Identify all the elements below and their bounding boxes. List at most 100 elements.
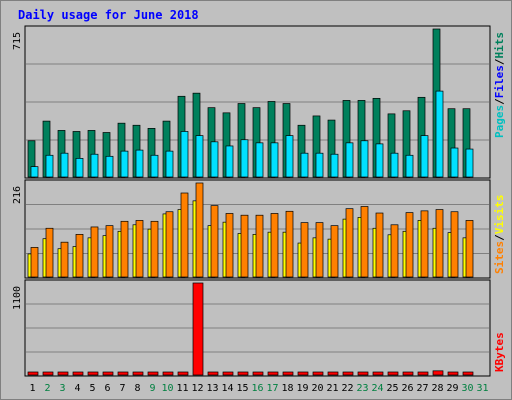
visits-bar [195, 182, 204, 278]
files-bar [225, 145, 234, 178]
files-bar [60, 152, 69, 178]
legend-visits: Visits [493, 195, 506, 235]
kbytes-bar [387, 371, 399, 376]
day-label: 23 [356, 383, 368, 394]
day-label: 7 [119, 383, 125, 394]
hits-ymax-label: 715 [12, 32, 23, 50]
day-label: 19 [296, 383, 308, 394]
files-bar [30, 166, 39, 178]
files-bar [135, 149, 144, 178]
kbytes-bar [357, 371, 369, 376]
files-bar [285, 135, 294, 178]
kbytes-bar [57, 371, 69, 376]
files-bar [105, 155, 114, 178]
visits-bar [75, 234, 84, 278]
kbytes-bar [372, 371, 384, 376]
day-label: 5 [89, 383, 95, 394]
kbytes-bar [327, 371, 339, 376]
day-label: 9 [149, 383, 155, 394]
kbytes-bar [342, 371, 354, 376]
day-label: 16 [251, 383, 263, 394]
day-label: 6 [104, 383, 110, 394]
legend-separator: / [493, 234, 506, 241]
visits-bar [90, 226, 99, 278]
day-label: 24 [371, 383, 383, 394]
files-bar [360, 140, 369, 178]
day-label: 8 [134, 383, 140, 394]
day-label: 31 [476, 383, 488, 394]
day-label: 11 [176, 383, 188, 394]
day-label: 27 [416, 383, 428, 394]
visits-bar [300, 222, 309, 278]
files-bar [150, 154, 159, 178]
kbytes-bar [267, 371, 279, 376]
visits-bar [120, 220, 129, 278]
kbytes-bar [417, 371, 429, 376]
legend-sites: Sites [493, 241, 506, 274]
kbytes-bar [192, 282, 204, 376]
files-bar [300, 152, 309, 178]
legend-hits: Hits [493, 32, 506, 59]
files-bar [345, 142, 354, 178]
kbytes-bar [42, 371, 54, 376]
visits-bar [405, 212, 414, 278]
files-bar [210, 141, 219, 178]
visits-bar [345, 208, 354, 278]
kbytes-bar [177, 371, 189, 376]
files-bar [240, 139, 249, 178]
legend-separator: / [493, 98, 506, 105]
files-bar [180, 131, 189, 178]
kbytes-bar [402, 371, 414, 376]
files-bar [465, 148, 474, 178]
day-label: 17 [266, 383, 278, 394]
day-label: 20 [311, 383, 323, 394]
visits-bar [465, 220, 474, 278]
kbytes-bar [27, 371, 39, 376]
kbytes-bar [447, 371, 459, 376]
visits-bar [60, 241, 69, 278]
kbytes-bar [297, 371, 309, 376]
day-label: 12 [191, 383, 203, 394]
visits-ymax-label: 216 [12, 186, 23, 204]
day-label: 21 [326, 383, 338, 394]
day-label: 10 [161, 383, 173, 394]
day-label: 2 [44, 383, 50, 394]
kbytes-bar [72, 371, 84, 376]
visits-bar [210, 205, 219, 278]
visits-bar [270, 213, 279, 278]
visits-bar [30, 247, 39, 278]
day-label: 3 [59, 383, 65, 394]
kbytes-bar [237, 371, 249, 376]
legend-files: Files [493, 65, 506, 98]
visits-bar [450, 211, 459, 278]
visits-bar [330, 225, 339, 278]
files-bar [120, 150, 129, 178]
day-label: 14 [221, 383, 233, 394]
day-label: 1 [29, 383, 35, 394]
kbytes-bar [87, 371, 99, 376]
visits-bar [435, 209, 444, 278]
files-bar [90, 153, 99, 178]
visits-legend: Sites/Visits [493, 195, 506, 275]
day-label: 26 [401, 383, 413, 394]
visits-bar [45, 227, 54, 278]
day-label: 15 [236, 383, 248, 394]
day-label: 25 [386, 383, 398, 394]
day-label: 4 [74, 383, 80, 394]
visits-bar [255, 214, 264, 278]
day-label: 29 [446, 383, 458, 394]
day-label: 18 [281, 383, 293, 394]
kbytes-bar [207, 371, 219, 376]
legend-pages: Pages [493, 105, 506, 138]
kbytes-bar [222, 371, 234, 376]
files-bar [315, 152, 324, 178]
files-bar [390, 152, 399, 178]
day-label: 28 [431, 383, 443, 394]
kbytes-bar [462, 371, 474, 376]
kbytes-bar [147, 371, 159, 376]
hits-legend: Pages/Files/Hits [493, 32, 506, 138]
files-bar [165, 150, 174, 178]
kbytes-bar [132, 371, 144, 376]
kbytes-bar [252, 371, 264, 376]
